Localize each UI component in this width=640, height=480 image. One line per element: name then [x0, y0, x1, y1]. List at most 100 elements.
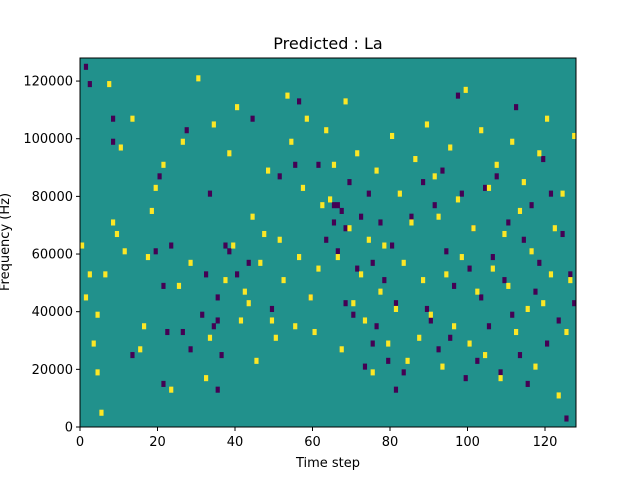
x-tick-label: 60: [304, 435, 321, 450]
heatmap-cell-low: [409, 213, 414, 220]
heatmap-cell-high: [362, 317, 368, 324]
heatmap-cell-low: [250, 115, 255, 122]
heatmap-cell-low: [525, 380, 530, 387]
x-tick-label: 40: [227, 435, 244, 450]
heatmap-cell-low: [277, 173, 282, 180]
heatmap-cell-low: [475, 357, 480, 364]
heatmap-cell-low: [393, 386, 399, 393]
heatmap-cell-low: [235, 271, 240, 278]
heatmap-cell-high: [273, 334, 278, 341]
heatmap-cell-low: [533, 288, 538, 295]
heatmap-cell-low: [161, 380, 166, 387]
heatmap-cell-low: [184, 127, 189, 134]
heatmap-cell-low: [390, 242, 395, 249]
x-axis: 0 20 40 60 80 100 120: [76, 427, 557, 450]
y-tick-label: 100000: [23, 132, 73, 147]
heatmap-cell-low: [521, 236, 526, 243]
y-tick-label: 60000: [32, 248, 73, 263]
heatmap-cell-high: [359, 271, 364, 278]
heatmap-cell-high: [366, 236, 371, 243]
heatmap-cell-low: [452, 282, 457, 289]
heatmap-cell-high: [149, 207, 154, 214]
heatmap-cell-high: [297, 254, 302, 261]
heatmap-cell-high: [246, 300, 251, 307]
heatmap-cell-low: [207, 190, 213, 197]
heatmap-cell-low: [359, 213, 364, 220]
heatmap-cell-low: [529, 202, 534, 209]
heatmap-cell-high: [533, 363, 538, 370]
heatmap-cell-high: [455, 196, 461, 203]
x-axis-label: Time step: [295, 456, 360, 471]
heatmap-cell-low: [514, 104, 519, 111]
heatmap-cell-high: [188, 259, 193, 266]
heatmap-cell-high: [320, 202, 325, 209]
heatmap-cell-high: [331, 161, 337, 168]
heatmap-cell-high: [316, 265, 321, 272]
heatmap-cell-low: [335, 202, 340, 209]
heatmap-cell-low: [161, 282, 166, 289]
heatmap-cell-high: [223, 277, 228, 284]
heatmap-cell-high: [413, 156, 418, 163]
heatmap-cell-low: [130, 352, 135, 359]
heatmap-cell-high: [572, 132, 577, 140]
heatmap-cell-high: [269, 317, 275, 324]
heatmap-cell-low: [459, 190, 464, 197]
heatmap-cell-high: [409, 219, 414, 226]
heatmap-cell-low: [370, 340, 375, 347]
heatmap-cell-high: [145, 254, 151, 261]
heatmap-cell-high: [91, 340, 96, 347]
heatmap-cell-high: [568, 277, 573, 284]
heatmap-cell-low: [180, 328, 185, 336]
heatmap-cell-high: [343, 98, 348, 105]
heatmap-cell-low: [188, 346, 193, 353]
heatmap-cell-high: [401, 259, 406, 266]
x-tick-label: 0: [76, 435, 84, 450]
heatmap-cell-high: [107, 81, 112, 88]
heatmap-cell-low: [362, 363, 368, 370]
heatmap-cell-high: [118, 144, 123, 151]
heatmap-cell-low: [436, 346, 441, 353]
heatmap-cell-low: [331, 219, 337, 226]
heatmap-cell-high: [494, 161, 499, 168]
heatmap-cell-low: [269, 305, 275, 312]
heatmap-cell-low: [347, 179, 352, 186]
heatmap-cell-low: [428, 317, 433, 324]
heatmap-cell-low: [355, 265, 360, 272]
y-tick-label: 0: [65, 421, 73, 436]
x-tick-label: 20: [149, 435, 166, 450]
heatmap-cell-low: [215, 294, 220, 301]
heatmap-cell-low: [111, 115, 116, 122]
heatmap-cell-low: [490, 254, 495, 261]
plot-area: [80, 58, 577, 427]
heatmap-cell-high: [95, 369, 100, 376]
heatmap-cell-high: [169, 386, 174, 393]
heatmap-cell-low: [421, 179, 426, 186]
heatmap-cell-high: [176, 282, 182, 289]
y-tick-label: 40000: [32, 305, 73, 320]
heatmap-cell-high: [436, 213, 441, 220]
heatmap-cell-high: [103, 271, 108, 278]
heatmap-cell-low: [444, 248, 449, 255]
heatmap-cell-high: [374, 167, 379, 174]
heatmap-cell-high: [308, 294, 313, 301]
heatmap-cell-low: [467, 265, 472, 272]
heatmap-cell-high: [529, 248, 534, 255]
heatmap-cell-low: [572, 300, 577, 307]
heatmap-cell-low: [370, 259, 375, 266]
heatmap-cell-low: [227, 248, 232, 255]
heatmap-cell-high: [339, 346, 344, 353]
heatmap-cell-low: [560, 230, 565, 238]
heatmap-cell-low: [545, 340, 550, 347]
heatmap-cell-low: [386, 357, 391, 364]
heatmap-cell-low: [510, 311, 515, 318]
heatmap-cell-high: [351, 300, 356, 307]
heatmap-cell-low: [440, 167, 445, 174]
heatmap-cell-high: [502, 230, 507, 238]
heatmap-cell-low: [211, 323, 216, 330]
heatmap-cell-high: [467, 340, 472, 347]
heatmap-cell-low: [87, 81, 92, 88]
heatmap-cell-low: [83, 63, 89, 70]
heatmap-cell-low: [494, 173, 499, 180]
heatmap-cell-low: [548, 190, 554, 197]
heatmap-cell-high: [541, 300, 546, 307]
